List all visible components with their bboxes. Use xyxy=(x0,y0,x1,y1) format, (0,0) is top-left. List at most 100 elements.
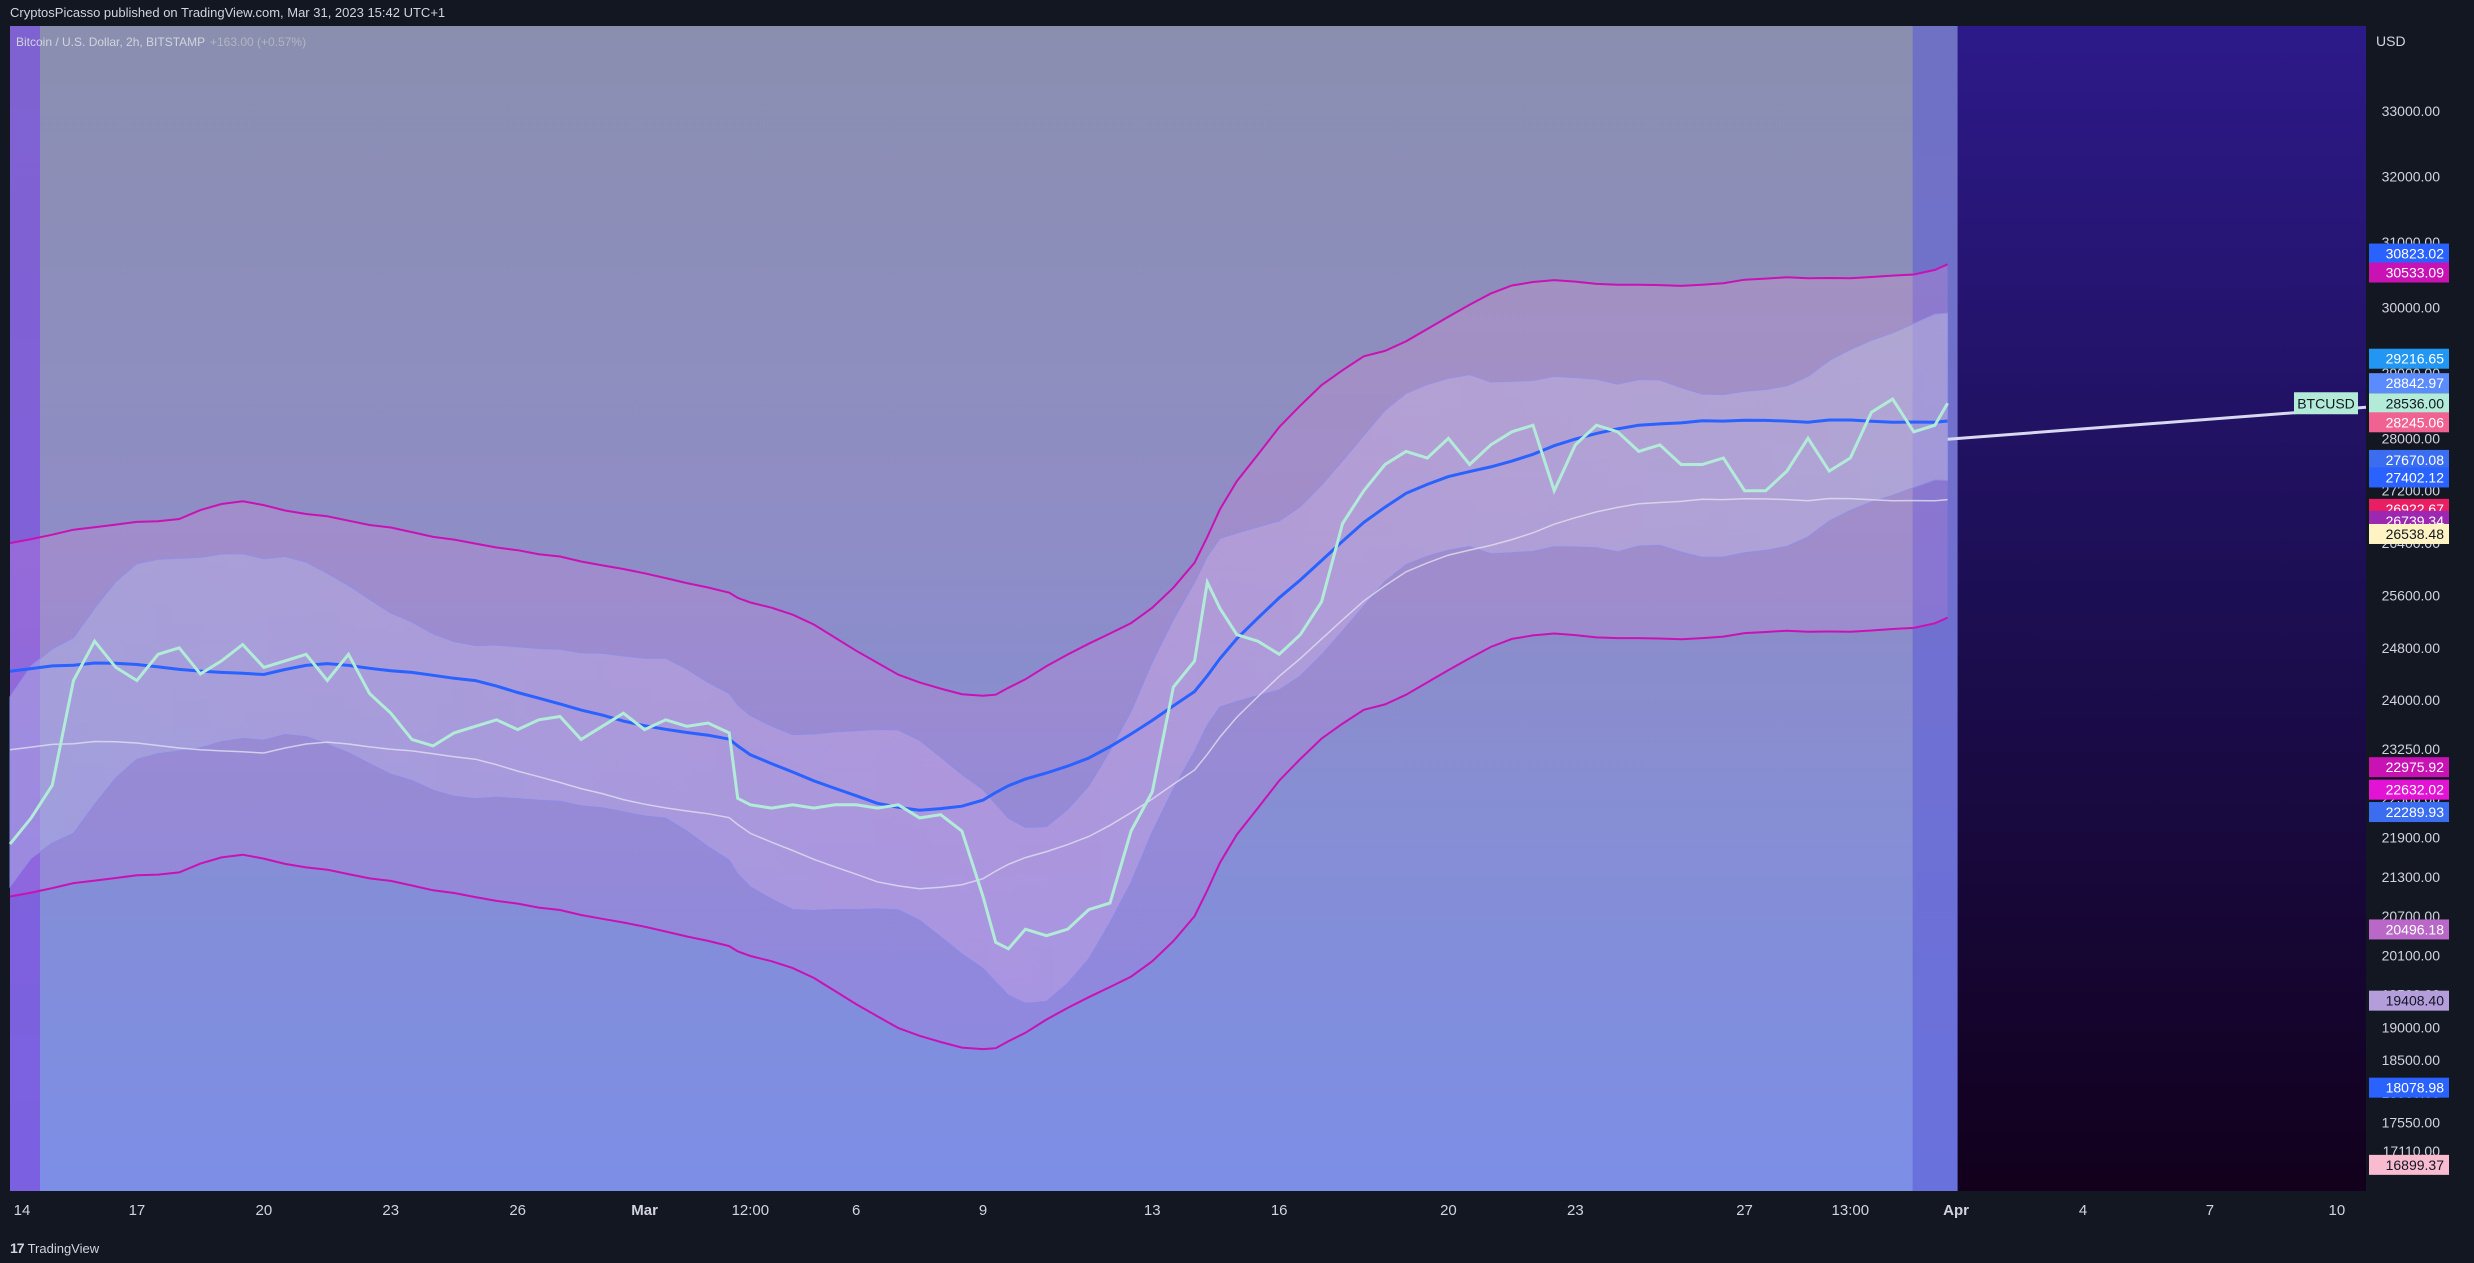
price-label-box xyxy=(2369,757,2449,778)
price-label-box xyxy=(2369,1154,2449,1175)
price-label: 22975.92 xyxy=(2369,757,2449,778)
envelope-lower-line xyxy=(9,616,1949,1051)
price-label: 30823.02 xyxy=(2369,243,2449,264)
price-label: 20496.18 xyxy=(2369,919,2449,940)
publish-text: CryptosPicasso published on TradingView.… xyxy=(10,5,446,20)
moving-average-line xyxy=(9,418,1948,812)
x-tick-label: 10 xyxy=(2329,1202,2346,1219)
price-label-box xyxy=(2369,1077,2449,1098)
x-tick-label: 6 xyxy=(852,1202,860,1219)
price-label-text: 16899.37 xyxy=(2386,1157,2445,1173)
price-label-text: 22632.02 xyxy=(2386,782,2445,798)
symbol-tag-label: BTCUSD xyxy=(2297,395,2355,411)
currency-label: USD xyxy=(2376,33,2406,49)
y-tick-label: 24800.00 xyxy=(2382,640,2441,656)
x-tick-label: 20 xyxy=(1440,1202,1457,1219)
y-tick-label: 32000.00 xyxy=(2382,169,2441,185)
price-label: 16899.37 xyxy=(2369,1154,2449,1175)
x-tick-label: Mar xyxy=(631,1202,658,1219)
y-axis-panel xyxy=(2366,26,2474,1230)
x-tick-label: 26 xyxy=(509,1202,526,1219)
tradingview-icon: 17 xyxy=(10,1240,25,1256)
y-tick-label: 18500.00 xyxy=(2382,1052,2441,1068)
price-label-box xyxy=(2369,262,2449,283)
y-tick-label: 23250.00 xyxy=(2382,741,2441,757)
price-label: 28536.00 xyxy=(2369,393,2449,414)
price-label-text: 28842.97 xyxy=(2386,375,2445,391)
price-label-text: 18078.98 xyxy=(2386,1080,2445,1096)
y-tick-label: 19000.00 xyxy=(2382,1019,2441,1035)
price-label: 28842.97 xyxy=(2369,373,2449,394)
price-label-box xyxy=(2369,779,2449,800)
publish-header: CryptosPicasso published on TradingView.… xyxy=(0,0,2474,26)
x-tick-label: 7 xyxy=(2206,1202,2214,1219)
x-tick-label: 14 xyxy=(14,1202,31,1219)
price-label-text: 19408.40 xyxy=(2386,993,2445,1009)
envelope-fill xyxy=(10,264,1948,1050)
price-label-box xyxy=(2369,393,2449,414)
y-tick-label: 21300.00 xyxy=(2382,869,2441,885)
price-label-box xyxy=(2369,802,2449,823)
y-tick-label: 24000.00 xyxy=(2382,692,2441,708)
price-label-text: 26538.48 xyxy=(2386,526,2445,542)
change-legend: +163.00 (+0.57%) xyxy=(210,35,306,49)
price-label: 27670.08 xyxy=(2369,449,2449,470)
price-label-text: 30823.02 xyxy=(2386,246,2445,262)
chart-area[interactable]: BTCUSD 14 17 20 23 26 Mar 12:00 6 9 13 16 20 23 27 13:… xyxy=(0,26,2474,1230)
price-label-text: 30533.09 xyxy=(2386,265,2445,281)
price-label-box xyxy=(2369,373,2449,394)
price-label-text: 22975.92 xyxy=(2386,759,2445,775)
tradingview-label: TradingView xyxy=(27,1240,100,1256)
symbol-legend: Bitcoin / U.S. Dollar, 2h, BITSTAMP xyxy=(16,35,205,49)
price-label-box xyxy=(2369,919,2449,940)
tradingview-logo[interactable]: 17 TradingView xyxy=(10,1240,99,1256)
y-tick-label: 28000.00 xyxy=(2382,430,2441,446)
x-tick-label: 27 xyxy=(1736,1202,1753,1219)
price-label: 18078.98 xyxy=(2369,1077,2449,1098)
price-label-text: 28536.00 xyxy=(2386,395,2445,411)
price-label: 27402.12 xyxy=(2369,467,2449,488)
price-label-text: 27670.08 xyxy=(2386,452,2445,468)
x-tick-label: 9 xyxy=(979,1202,987,1219)
price-label: 26538.48 xyxy=(2369,523,2449,544)
price-label-box xyxy=(2369,412,2449,433)
y-tick-label: 17550.00 xyxy=(2382,1114,2441,1130)
price-chart[interactable]: BTCUSD 14 17 20 23 26 Mar 12:00 6 9 13 16 20 23 27 13:… xyxy=(0,26,2474,1230)
price-label: 22632.02 xyxy=(2369,779,2449,800)
price-label-text: 27402.12 xyxy=(2386,469,2445,485)
price-line xyxy=(8,397,1949,951)
x-tick-label: 20 xyxy=(255,1202,272,1219)
price-label-text: 28245.06 xyxy=(2386,414,2445,430)
price-label-box xyxy=(2369,523,2449,544)
price-label: 19408.40 xyxy=(2369,990,2449,1011)
y-axis: 33000.0032000.0031000.0030000.0029000.00… xyxy=(2366,26,2474,1230)
x-tick-label: 13 xyxy=(1144,1202,1161,1219)
price-label-text: 20496.18 xyxy=(2386,921,2445,937)
x-tick-label: 12:00 xyxy=(732,1202,770,1219)
x-tick-label: 4 xyxy=(2079,1202,2087,1219)
price-label-box xyxy=(2369,467,2449,488)
y-tick-label: 25600.00 xyxy=(2382,587,2441,603)
plot-area: BTCUSD xyxy=(8,26,2367,1191)
y-tick-label: 21900.00 xyxy=(2382,830,2441,846)
x-tick-label: 16 xyxy=(1271,1202,1288,1219)
price-label: 29216.65 xyxy=(2369,348,2449,369)
forecast-zone xyxy=(1957,26,2366,1191)
symbol-tag-box xyxy=(2294,392,2358,415)
price-label-box xyxy=(2369,990,2449,1011)
x-tick-label: Apr xyxy=(1943,1202,1969,1219)
price-label-box xyxy=(2369,243,2449,264)
price-label: 22289.93 xyxy=(2369,802,2449,823)
x-tick-label: 13:00 xyxy=(1832,1202,1870,1219)
y-tick-label: 33000.00 xyxy=(2382,103,2441,119)
price-label-box xyxy=(2369,449,2449,470)
x-axis-panel xyxy=(0,1191,2366,1230)
x-tick-label: 17 xyxy=(129,1202,146,1219)
price-label-text: 22289.93 xyxy=(2386,804,2445,820)
price-label-box xyxy=(2369,348,2449,369)
envelope-upper-line xyxy=(9,263,1949,697)
price-label: 30533.09 xyxy=(2369,262,2449,283)
price-label: 28245.06 xyxy=(2369,412,2449,433)
x-tick-label: 23 xyxy=(1567,1202,1584,1219)
y-tick-label: 20100.00 xyxy=(2382,947,2441,963)
